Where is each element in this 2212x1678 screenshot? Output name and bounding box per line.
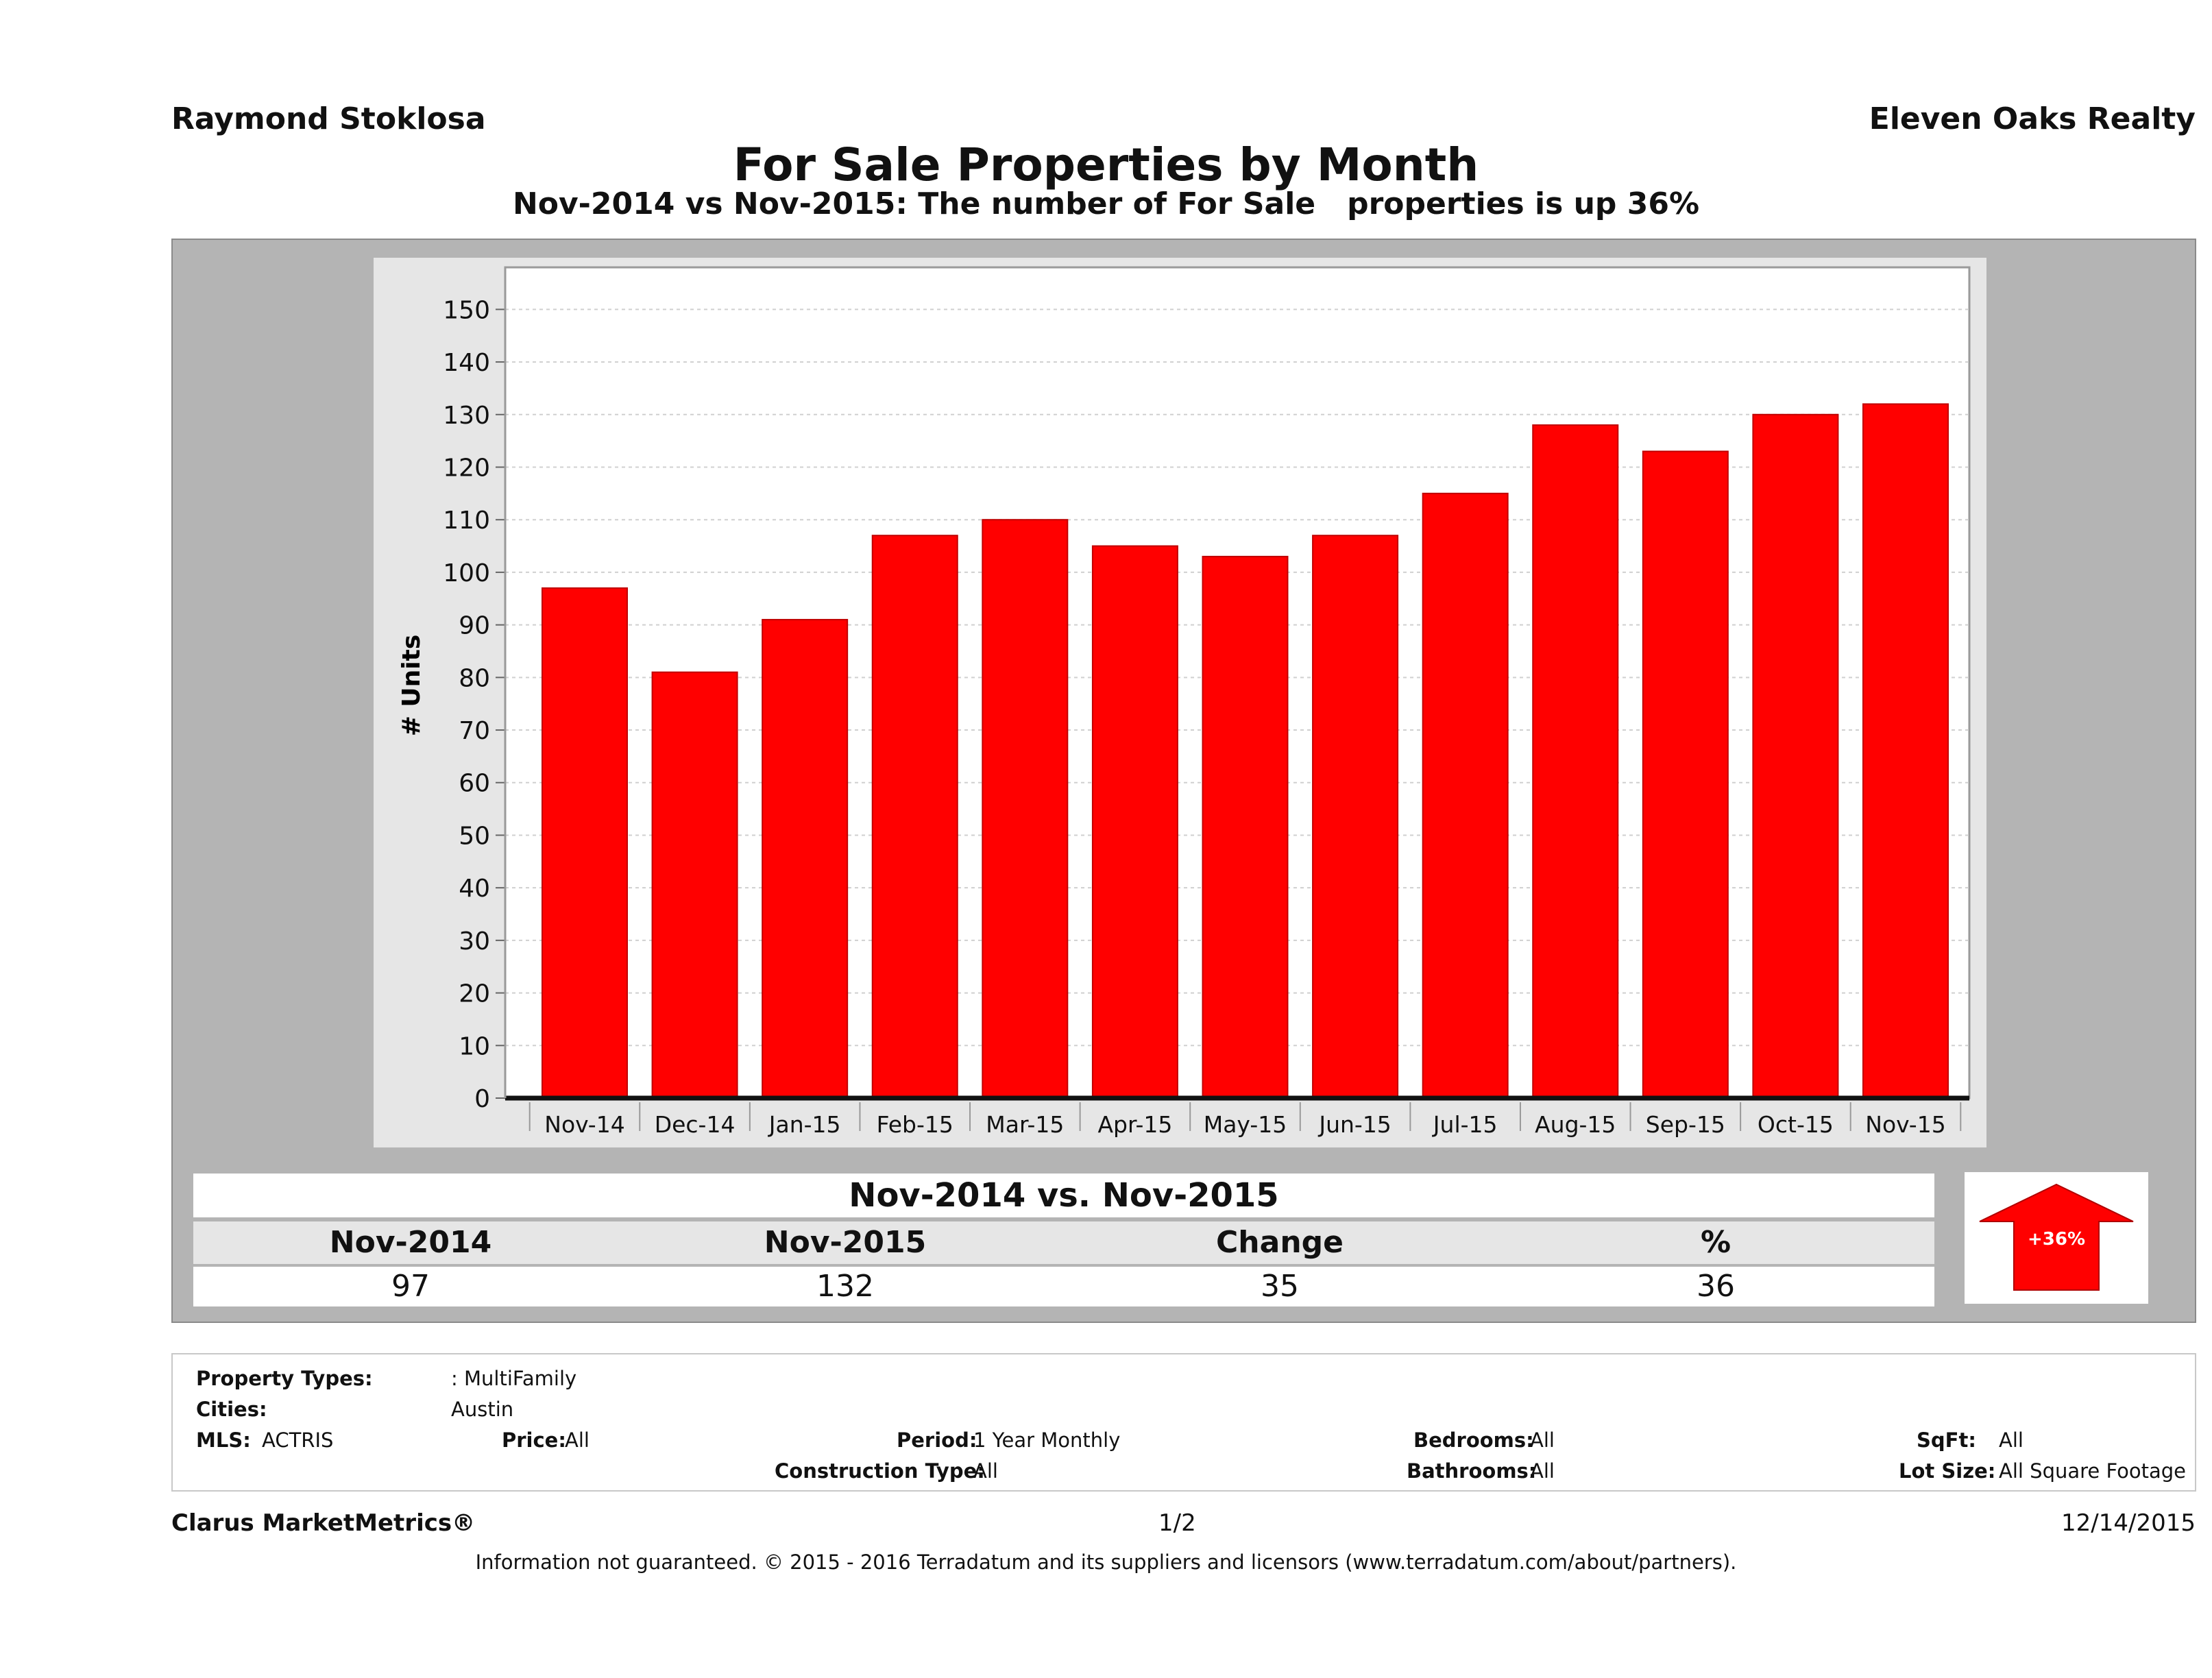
y-tick-label: 90 [459,612,490,640]
summary-value-start: 97 [193,1267,628,1306]
period-label: Period: [897,1428,977,1452]
x-tick-label: Dec-14 [655,1111,736,1138]
bar [1642,450,1729,1099]
y-tick-label: 0 [474,1085,490,1113]
cities-label: Cities: [196,1398,267,1421]
bar [762,618,849,1099]
construction-type-value: All [973,1459,998,1483]
filters-panel [171,1353,2196,1492]
summary-header-change: Change [1062,1221,1497,1264]
y-tick-label: 110 [443,507,490,535]
y-tick-label: 150 [443,296,490,324]
summary-value-change: 35 [1062,1267,1497,1306]
x-tick-label: Oct-15 [1758,1111,1834,1138]
y-tick-label: 40 [459,875,490,903]
bar [982,519,1069,1099]
summary-value-end: 132 [628,1267,1062,1306]
disclaimer: Information not guaranteed. © 2015 - 201… [475,1551,1737,1574]
bathrooms-value: All [1530,1459,1555,1483]
construction-type-label: Construction Type: [775,1459,985,1483]
y-tick-label: 10 [459,1032,490,1060]
chart-title: For Sale Properties by Month [733,138,1479,191]
summary-title: Nov-2014 vs. Nov-2015 [193,1174,1934,1217]
bar [1752,413,1839,1099]
chart-subtitle: Nov-2014 vs Nov-2015: The number of For … [512,186,1700,221]
bar [1091,545,1178,1099]
summary-header-start: Nov-2014 [193,1221,628,1264]
bedrooms-label: Bedrooms: [1413,1428,1534,1452]
x-tick-label: May-15 [1204,1111,1287,1138]
bar [1312,535,1399,1099]
x-tick-label: Mar-15 [986,1111,1064,1138]
agent-name: Raymond Stoklosa [171,101,486,136]
bar [542,587,628,1099]
change-badge-label: +36% [2028,1229,2085,1250]
brokerage-name: Eleven Oaks Realty [1869,101,2196,136]
bar [1422,492,1509,1099]
y-axis-ticks: 0 10 20 30 40 50 60 70 80 90 100 110 120 130 140 150 [443,296,505,1113]
y-tick-label: 50 [459,822,490,850]
x-tick-label: Jul-15 [1432,1111,1498,1138]
property-types-label: Property Types: [196,1367,373,1390]
y-tick-label: 100 [443,559,490,587]
bars [542,403,1949,1099]
property-types-value: : MultiFamily [451,1367,577,1390]
x-tick-label: Jan-15 [768,1111,841,1138]
price-label: Price: [502,1428,566,1452]
bar [651,671,738,1099]
summary-header-end: Nov-2015 [628,1221,1062,1264]
price-value: All [565,1428,590,1452]
bar [871,535,958,1099]
y-tick-label: 130 [443,402,490,430]
lot-size-label: Lot Size: [1899,1459,1996,1483]
change-badge-box: +36% [1965,1172,2148,1304]
y-tick-label: 70 [459,717,490,745]
page-number: 1/2 [1158,1509,1196,1537]
y-tick-label: 60 [459,770,490,798]
lot-size-value: All Square Footage [1999,1459,2187,1483]
x-axis-ticks: Nov-14 Dec-14 Jan-15 Feb-15 Mar-15 Apr-15 May-… [528,1102,1962,1138]
bathrooms-label: Bathrooms: [1407,1459,1537,1483]
y-tick-label: 80 [459,664,490,692]
cities-value: Austin [451,1398,514,1421]
x-tick-label: Aug-15 [1535,1111,1616,1138]
summary-header-percent: % [1497,1221,1934,1264]
x-tick-label: Nov-15 [1865,1111,1945,1138]
up-arrow-icon: +36% [1979,1183,2134,1291]
y-tick-label: 120 [443,454,490,482]
y-tick-label: 20 [459,980,490,1008]
y-tick-label: 140 [443,349,490,377]
sqft-value: All [1999,1428,2023,1452]
bedrooms-value: All [1530,1428,1555,1452]
x-tick-label: Apr-15 [1097,1111,1172,1138]
mls-label: MLS: [196,1428,251,1452]
footer-brand: Clarus MarketMetrics® [171,1509,476,1537]
mls-value: ACTRIS [262,1428,334,1452]
x-tick-label: Sep-15 [1646,1111,1725,1138]
x-tick-label: Jun-15 [1317,1111,1391,1138]
y-tick-label: 30 [459,927,490,956]
bar [1532,424,1619,1099]
period-value: 1 Year Monthly [973,1428,1121,1452]
bar [1862,403,1949,1099]
bar [1202,555,1289,1099]
summary-value-percent: 36 [1497,1267,1934,1306]
y-axis-label: # Units [398,635,426,737]
x-tick-label: Nov-14 [544,1111,624,1138]
report-date: 12/14/2015 [2061,1509,2196,1537]
x-tick-label: Feb-15 [877,1111,953,1138]
sqft-label: SqFt: [1917,1428,1976,1452]
